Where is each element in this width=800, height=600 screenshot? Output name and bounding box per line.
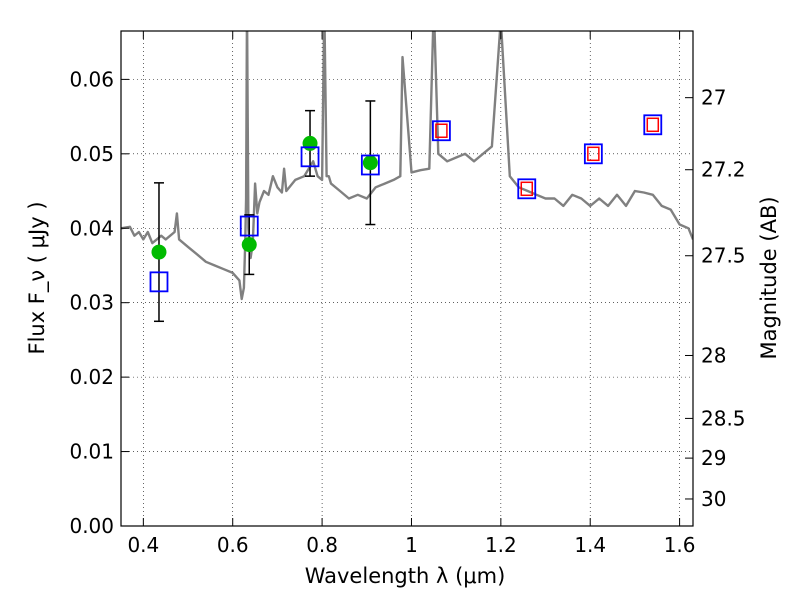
model-point-inner — [646, 117, 660, 133]
x-tick-label: 1 — [405, 533, 418, 557]
model-point-outer — [583, 143, 603, 165]
model-point-inner — [435, 123, 448, 138]
x-axis-label: Wavelength λ (μm) — [305, 564, 506, 588]
y-axis-label: Flux F_ν ( μJy ) — [25, 201, 50, 354]
x-tick-label: 0.8 — [306, 533, 338, 557]
model-point-outer — [643, 114, 663, 136]
observed-point — [151, 244, 167, 260]
right-tick-label: 30 — [701, 487, 726, 511]
y-tick-label: 0.04 — [69, 216, 114, 240]
x-tick-label: 0.6 — [217, 533, 249, 557]
observed-point — [241, 237, 257, 253]
model-point — [149, 271, 169, 293]
y-tick-label: 0.01 — [69, 440, 114, 464]
observed-point — [362, 155, 378, 171]
model-point-outer — [517, 178, 537, 200]
right-tick-label: 27.5 — [701, 244, 746, 268]
axis-ticks: 0.4 0.6 0.8 1 1.2 1.4 1.6 0.00 0.01 0.02 0.03 0.04 0… — [69, 31, 746, 557]
model-point-inner — [587, 146, 600, 162]
model-point-inner — [520, 181, 534, 197]
y-tick-label: 0.05 — [69, 142, 114, 166]
right-tick-label: 29 — [701, 446, 726, 470]
right-tick-label: 28.5 — [701, 406, 746, 430]
model-point — [239, 215, 259, 237]
model-point-outer — [432, 120, 451, 142]
right-tick-label: 28 — [701, 343, 726, 367]
observed-point — [302, 135, 318, 151]
x-tick-label: 0.4 — [127, 533, 159, 557]
plot-frame — [120, 30, 694, 527]
y-tick-label: 0.03 — [69, 291, 114, 315]
x-tick-label: 1.2 — [485, 533, 517, 557]
y-tick-label: 0.00 — [69, 514, 114, 538]
model-point — [360, 154, 380, 176]
x-tick-label: 1.6 — [664, 533, 696, 557]
model-point — [300, 146, 320, 168]
right-tick-label: 27.2 — [701, 158, 746, 182]
right-axis-label: Magnitude (AB) — [757, 196, 781, 359]
spectrum-line — [121, 31, 693, 301]
right-tick-label: 27 — [701, 86, 726, 110]
y-tick-label: 0.06 — [69, 67, 114, 91]
plot-area — [121, 31, 693, 323]
y-tick-label: 0.02 — [69, 365, 114, 389]
x-tick-label: 1.4 — [574, 533, 606, 557]
